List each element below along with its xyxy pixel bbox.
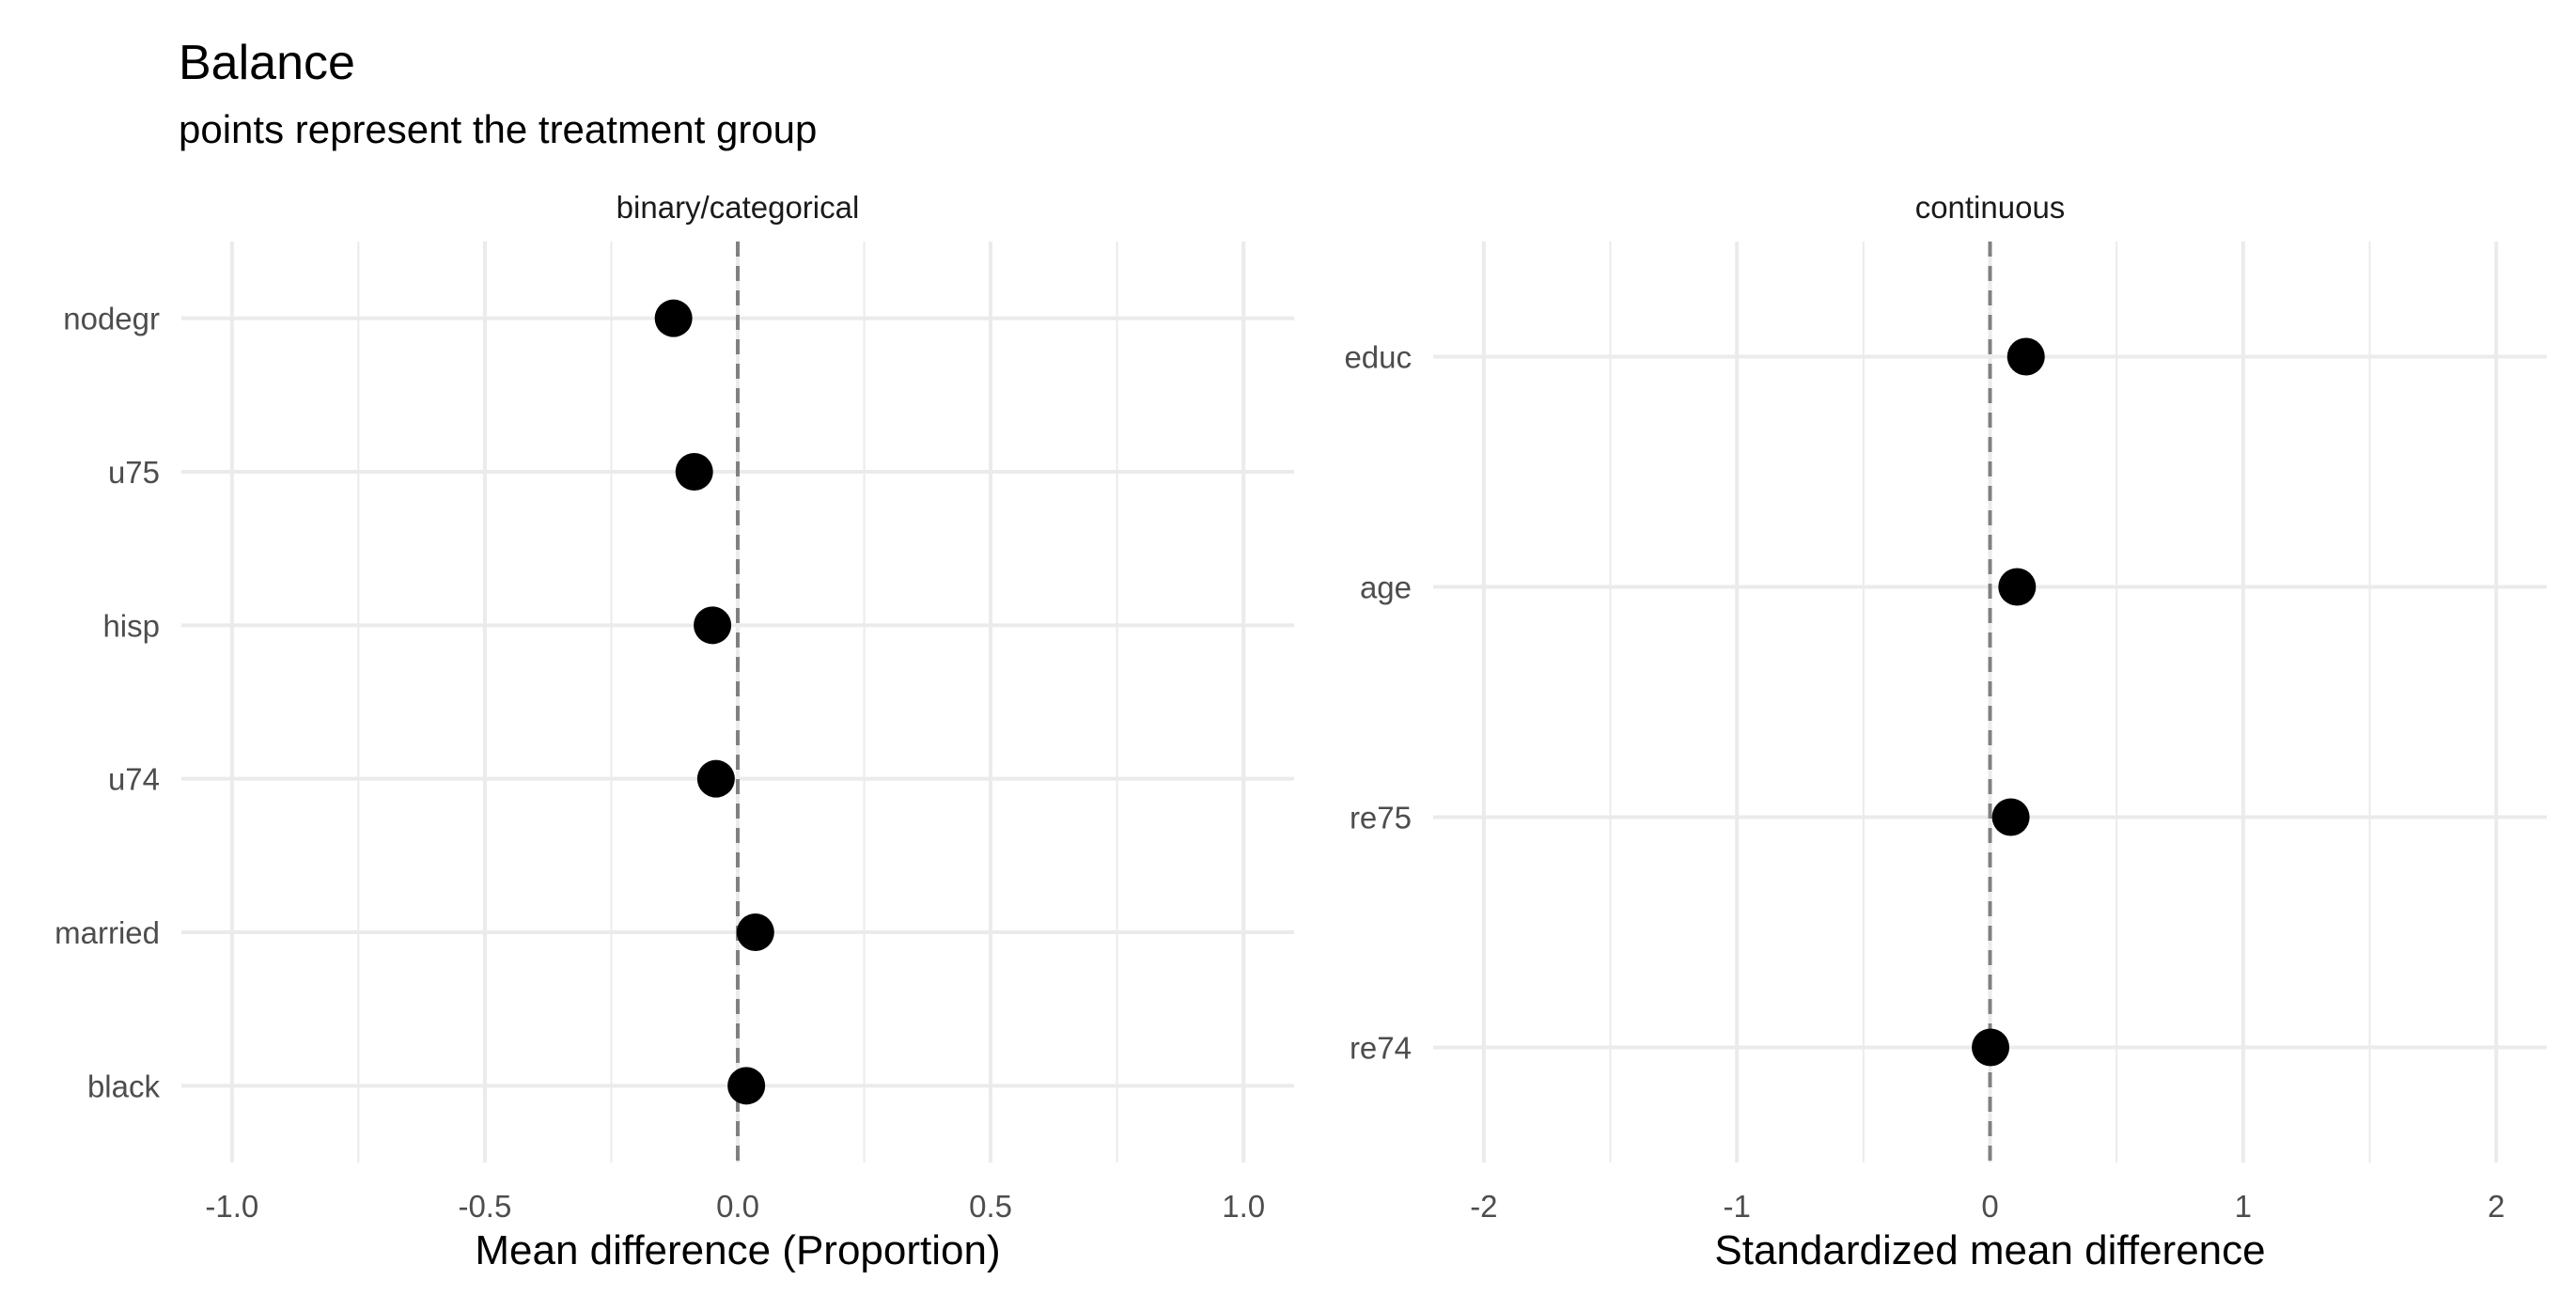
x-tick-label: -1.0 (205, 1189, 258, 1224)
y-tick-label: u74 (108, 762, 160, 797)
x-tick-label: 1.0 (1222, 1189, 1265, 1224)
x-tick-label: 0.0 (716, 1189, 759, 1224)
chart-title: Balance (179, 36, 355, 90)
panel-binary-categorical: binary/categorical -1.0 -0.5 0.0 0.5 1.0 nodeg… (55, 190, 1294, 1273)
y-tick-label: married (55, 915, 160, 950)
y-tick-label: black (87, 1069, 161, 1103)
chart-subtitle: points represent the treatment group (179, 107, 817, 151)
x-tick-label: -1 (1724, 1189, 1751, 1224)
y-tick-label: re74 (1350, 1031, 1412, 1066)
data-point-black (727, 1067, 766, 1105)
x-tick-label: -0.5 (458, 1189, 511, 1224)
data-point-age (1998, 568, 2037, 606)
facet-strip-label: continuous (1915, 190, 2066, 225)
x-axis-title: Standardized mean difference (1714, 1227, 2265, 1273)
data-point-married (736, 913, 774, 951)
x-tick-label: -2 (1470, 1189, 1497, 1224)
y-tick-label: re75 (1350, 801, 1412, 835)
data-point-re74 (1972, 1028, 2010, 1067)
y-tick-label: hisp (102, 608, 160, 643)
data-point-nodegr (654, 299, 693, 337)
data-point-hisp (694, 606, 732, 645)
panel-continuous: continuous -2 -1 0 1 2 educ age re75 re74 Standard… (1344, 190, 2547, 1273)
x-tick-label: 1 (2235, 1189, 2252, 1224)
data-point-educ (2006, 337, 2045, 376)
y-tick-label: u75 (108, 455, 160, 490)
facet-strip-label: binary/categorical (617, 190, 860, 225)
y-tick-label: educ (1344, 340, 1412, 375)
x-axis-title: Mean difference (Proportion) (475, 1227, 1000, 1273)
data-point-re75 (1991, 798, 2030, 836)
x-tick-label: 2 (2488, 1189, 2505, 1224)
data-point-u75 (675, 453, 713, 491)
y-tick-label: nodegr (63, 302, 160, 336)
data-point-u74 (696, 759, 735, 798)
x-tick-label: 0.5 (969, 1189, 1012, 1224)
y-tick-label: age (1360, 570, 1412, 605)
x-tick-label: 0 (1981, 1189, 1998, 1224)
